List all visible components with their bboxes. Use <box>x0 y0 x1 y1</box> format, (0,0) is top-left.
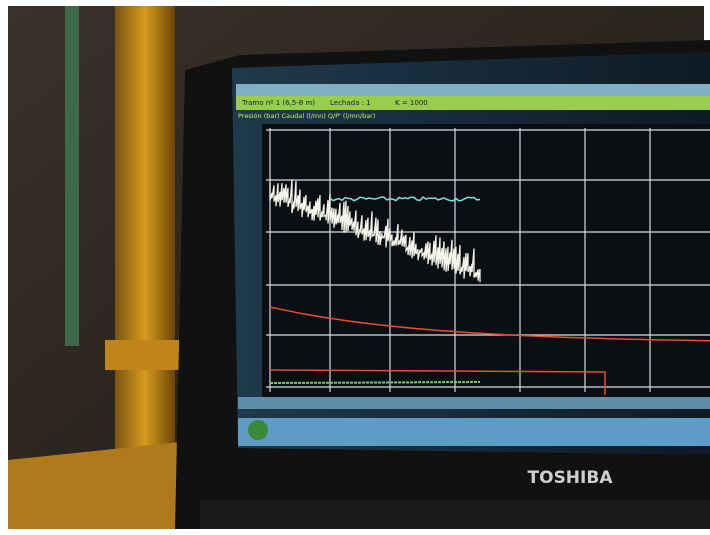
taskbar <box>238 418 710 446</box>
brand: TOSHIBA <box>528 468 614 488</box>
toolbar-grout: Lechada : 1 <box>330 99 371 107</box>
plot-area <box>262 124 710 397</box>
green-hose <box>65 6 79 346</box>
status-bar <box>238 397 710 409</box>
pipe-joint <box>105 340 185 370</box>
start-button <box>248 420 268 440</box>
toolbar-section: Tramo nº 1 (6,5-8 m) <box>241 99 315 107</box>
toolbar-constant: K = 1000 <box>395 99 428 107</box>
menu-bar <box>236 84 710 96</box>
keyboard-edge <box>200 500 710 529</box>
photo: Tramo nº 1 (6,5-8 m) Lechada : 1 K = 100… <box>0 0 710 535</box>
legend: Presión (bar) Caudal (l/mn) Q/P' (l/mn/b… <box>238 112 375 120</box>
yellow-pipe <box>115 6 175 476</box>
